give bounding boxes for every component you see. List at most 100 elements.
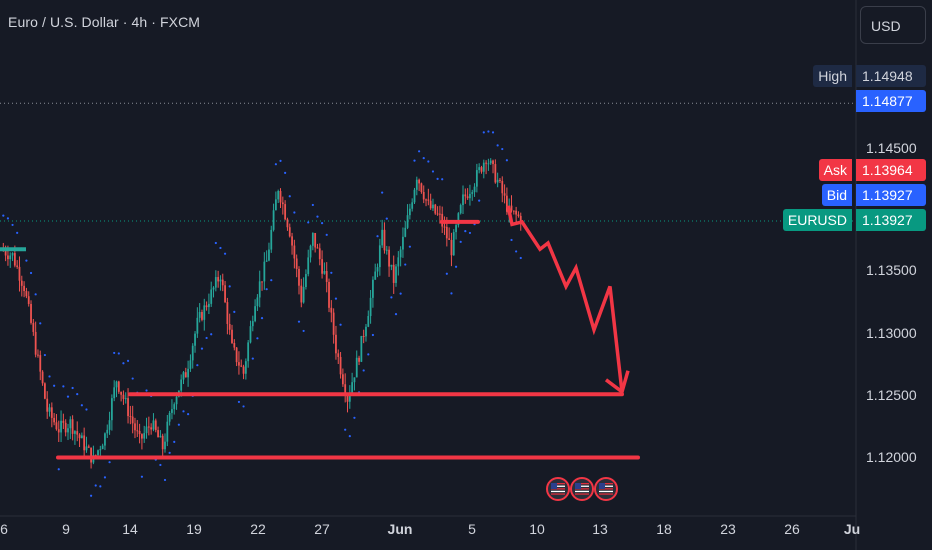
- projection-arrow-path: [506, 205, 624, 392]
- candle-bull: [164, 441, 166, 450]
- candle-bull: [462, 194, 464, 206]
- sar-dot: [66, 395, 70, 398]
- candle-bear: [20, 280, 23, 286]
- sar-dot: [311, 203, 314, 207]
- sar-dot: [353, 416, 356, 419]
- drawing-annotations[interactable]: [0, 205, 640, 460]
- sar-dot: [48, 375, 51, 378]
- candle-bull: [99, 449, 102, 451]
- candle-bull: [244, 361, 247, 374]
- projection-arrow-head: [604, 370, 630, 395]
- candle-bull: [194, 333, 196, 346]
- sar-dot: [339, 323, 342, 326]
- candle-bull: [74, 431, 76, 434]
- candle-bear: [383, 229, 386, 251]
- candle-bull: [196, 317, 199, 334]
- candle-bull: [187, 368, 190, 378]
- candle-bull: [475, 170, 478, 187]
- candle-bull: [404, 227, 407, 237]
- candle-bear: [499, 179, 501, 181]
- candle-bear: [434, 204, 437, 214]
- candle-bull: [256, 297, 259, 307]
- candle-bear: [284, 204, 287, 220]
- sar-dot: [219, 246, 222, 250]
- flag-stripe: [575, 485, 589, 487]
- candle-bull: [251, 321, 254, 327]
- candle-bull: [203, 305, 206, 320]
- candle-bear: [332, 312, 335, 335]
- candle-bear: [298, 268, 300, 286]
- candle-bear: [18, 266, 21, 281]
- candle-bull: [374, 271, 377, 280]
- candle-bull: [210, 289, 213, 304]
- candle-bear: [16, 265, 19, 267]
- economic-events[interactable]: [546, 477, 618, 501]
- sar-dot: [173, 440, 176, 443]
- candle-bear: [325, 271, 328, 282]
- sar-dot: [394, 312, 398, 316]
- sar-dot: [454, 265, 458, 268]
- currency-button[interactable]: USD: [860, 6, 926, 44]
- candle-bull: [353, 377, 356, 383]
- symbol-label: EURUSD: [782, 209, 852, 231]
- candle-bear: [501, 180, 504, 194]
- candle-bull: [212, 287, 215, 290]
- candle-bear: [235, 347, 238, 363]
- candle-bear: [288, 227, 291, 237]
- candle-bear: [217, 277, 220, 282]
- candle-bear: [392, 264, 395, 283]
- y-tick: 1.12500: [866, 387, 917, 403]
- candle-bull: [11, 253, 14, 256]
- sar-dot: [214, 241, 217, 245]
- sar-dot: [519, 256, 522, 260]
- x-tick: 22: [250, 521, 266, 537]
- sar-dot: [302, 329, 305, 333]
- candle-bear: [25, 291, 28, 297]
- sar-dot: [200, 347, 204, 350]
- candle-bear: [466, 196, 469, 199]
- candle-bull: [378, 245, 381, 268]
- sar-dot: [496, 144, 499, 147]
- symbol-title[interactable]: Euro / U.S. Dollar · 4h · FXCM: [8, 14, 201, 30]
- candle-bull: [351, 382, 354, 394]
- candle-bear: [62, 420, 65, 423]
- candle-bear: [7, 255, 9, 260]
- candle-bull: [469, 193, 471, 199]
- sar-dot: [117, 352, 120, 355]
- candle-bull: [397, 257, 400, 267]
- candle-bull: [214, 277, 217, 288]
- candle-bull: [166, 421, 169, 442]
- sar-dot: [344, 428, 347, 431]
- x-tick: 14: [122, 521, 138, 537]
- candle-bull: [457, 213, 460, 226]
- candle-bear: [464, 194, 467, 197]
- sar-dot: [251, 357, 254, 360]
- candle-bear: [515, 210, 518, 215]
- sar-dot: [381, 191, 384, 194]
- sar-dot: [325, 233, 328, 236]
- sar-dot: [307, 221, 310, 224]
- candle-bull: [268, 249, 270, 261]
- x-tick: 6: [0, 521, 8, 537]
- sar-dot: [376, 235, 379, 238]
- y-tick: 1.13500: [866, 262, 917, 278]
- candle-bear: [517, 214, 520, 216]
- candle-bull: [113, 387, 116, 399]
- candle-bull: [277, 190, 280, 200]
- candle-bull: [182, 372, 185, 380]
- sar-dot: [390, 296, 393, 299]
- flag-stripe: [599, 493, 613, 495]
- candle-bear: [233, 342, 236, 348]
- sar-dot: [478, 199, 481, 202]
- flag-stripe: [599, 483, 613, 485]
- sar-dot: [177, 423, 180, 426]
- sar-dot: [413, 159, 416, 162]
- candle-bear: [231, 329, 233, 343]
- candle-bear: [64, 422, 67, 433]
- candle-bear: [240, 365, 243, 367]
- sar-dot: [182, 410, 185, 413]
- candle-bull: [471, 192, 474, 194]
- candle-bear: [184, 372, 187, 378]
- candle-bull: [323, 271, 326, 274]
